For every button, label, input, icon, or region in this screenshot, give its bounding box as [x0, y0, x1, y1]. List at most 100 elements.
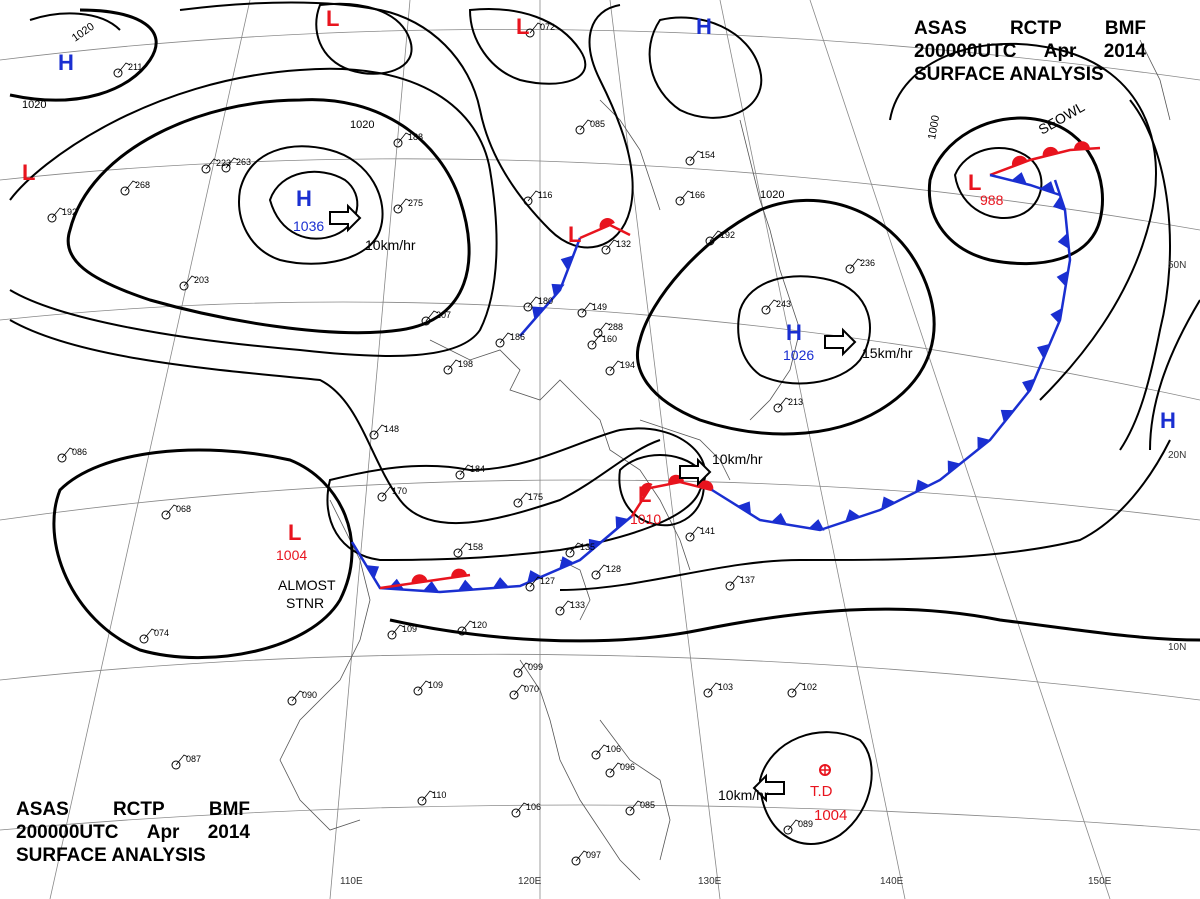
- station-pressure-label: 090: [302, 690, 317, 700]
- isobar-label: 1020: [350, 119, 374, 131]
- station-pressure-label: 109: [402, 624, 417, 634]
- station-circle-icon: [525, 28, 535, 38]
- parallel-line: [0, 653, 1200, 701]
- station-pressure-label: 103: [718, 682, 733, 692]
- cold-front-triangle: [1057, 232, 1069, 249]
- wind-barb-icon: [777, 397, 791, 409]
- wind-barb-icon: [791, 682, 805, 694]
- coastline: [599, 99, 661, 211]
- cold-front-triangle: [737, 501, 752, 515]
- station-pressure-label: 116: [538, 190, 552, 200]
- station-circle-icon: [443, 365, 453, 375]
- station-pressure-label: 160: [602, 334, 617, 344]
- station-pressure-label: 133: [570, 600, 585, 610]
- warm-front-semicircle: [411, 574, 428, 584]
- station-circle-icon: [685, 156, 695, 166]
- wind-barb-icon: [605, 239, 619, 251]
- title-month: Apr: [146, 822, 180, 843]
- station-pressure-label: 207: [436, 310, 451, 320]
- station-circle-icon: [591, 750, 601, 760]
- parallel-line: [0, 804, 1200, 831]
- cold-front-line: [989, 173, 1061, 197]
- station-circle-icon: [287, 696, 297, 706]
- isobar-line: [326, 427, 707, 562]
- station-circle-icon: [675, 196, 685, 206]
- motion-speed-label: 15km/hr: [862, 345, 913, 361]
- title-analysis: SURFACE ANALYSIS: [16, 845, 206, 866]
- wind-barb-icon: [447, 359, 461, 371]
- cold-front-triangle: [1052, 195, 1066, 212]
- station-circle-icon: [421, 316, 431, 326]
- station-pressure-label: 085: [590, 119, 605, 129]
- wind-barb-icon: [689, 526, 703, 538]
- isobar-line: [927, 116, 1104, 266]
- station-pressure-label: 128: [606, 564, 621, 574]
- station-pressure-label: 106: [526, 802, 541, 812]
- isobar-line: [889, 42, 1157, 401]
- wind-barb-icon: [579, 119, 593, 131]
- station-pressure-label: 192: [62, 207, 77, 217]
- station-circle-icon: [455, 470, 465, 480]
- title-line-3: SURFACE ANALYSIS: [914, 63, 1146, 86]
- isobar-line: [468, 8, 587, 85]
- station-circle-icon: [513, 498, 523, 508]
- low-pressure-center: L: [968, 170, 981, 195]
- station-pressure-label: 068: [176, 504, 191, 514]
- station-circle-icon: [457, 626, 467, 636]
- station-circle-icon: [625, 806, 635, 816]
- cold-front-triangle: [1056, 270, 1069, 287]
- wind-barb-icon: [609, 762, 623, 774]
- isobar-label: 1020: [760, 189, 784, 201]
- warm-front-line: [989, 146, 1101, 177]
- low-pressure-center: L: [638, 482, 651, 507]
- station-circle-icon: [773, 403, 783, 413]
- cold-front-triangle: [527, 570, 542, 583]
- station-pressure-label: 236: [860, 258, 875, 268]
- cold-front-triangle: [915, 479, 930, 493]
- wind-barb-icon: [225, 157, 239, 169]
- high-pressure-center: H: [58, 50, 74, 75]
- wind-barb-icon: [591, 334, 605, 346]
- parallel-line: [0, 479, 1200, 521]
- wind-barb-icon: [461, 620, 475, 632]
- station-pressure-label: 288: [608, 322, 623, 332]
- warm-front-semicircle: [640, 482, 653, 498]
- station-circle-icon: [369, 430, 379, 440]
- station-pressure-label: 109: [428, 680, 443, 690]
- warm-front-semicircle: [1074, 141, 1091, 150]
- station-pressure-label: 198: [458, 359, 473, 369]
- title-block-bottom: ASAS RCTP BMF 200000UTC Apr 2014 SURFACE…: [16, 798, 250, 867]
- isobar-line: [737, 275, 871, 385]
- stationary-label: ALMOST: [278, 577, 336, 593]
- motion-arrow-icon: [329, 203, 362, 233]
- wind-barb-icon: [291, 690, 305, 702]
- wind-barb-icon: [175, 754, 189, 766]
- coastlines: [279, 39, 1171, 881]
- isobar-line: [389, 607, 1200, 643]
- isobar-line: [758, 731, 873, 845]
- coastline: [639, 419, 731, 481]
- isobars: [9, 1, 1200, 845]
- station-circle-icon: [725, 581, 735, 591]
- station-pressure-label: 097: [586, 850, 601, 860]
- isobar-line: [9, 319, 661, 525]
- wind-barb-icon: [529, 576, 543, 588]
- isobar-line: [238, 145, 384, 265]
- station-circle-icon: [377, 492, 387, 502]
- low-pressure-center: L: [568, 222, 581, 247]
- wind-barb-icon: [527, 296, 541, 308]
- station-pressure-label: 132: [616, 239, 631, 249]
- tropical-depression-pressure: 1004: [814, 807, 847, 824]
- wind-barb-icon: [709, 230, 723, 242]
- low-pressure-center: L: [516, 14, 529, 39]
- station-circle-icon: [513, 668, 523, 678]
- wind-barb-icon: [569, 542, 583, 554]
- cold-front-triangle: [881, 496, 896, 510]
- station-pressure-label: 099: [528, 662, 543, 672]
- motion-vectors: 10km/hr 15km/hr 10km/hr 10km/hr: [329, 203, 913, 803]
- cold-front-triangle: [423, 581, 440, 592]
- station-pressure-label: 070: [524, 684, 539, 694]
